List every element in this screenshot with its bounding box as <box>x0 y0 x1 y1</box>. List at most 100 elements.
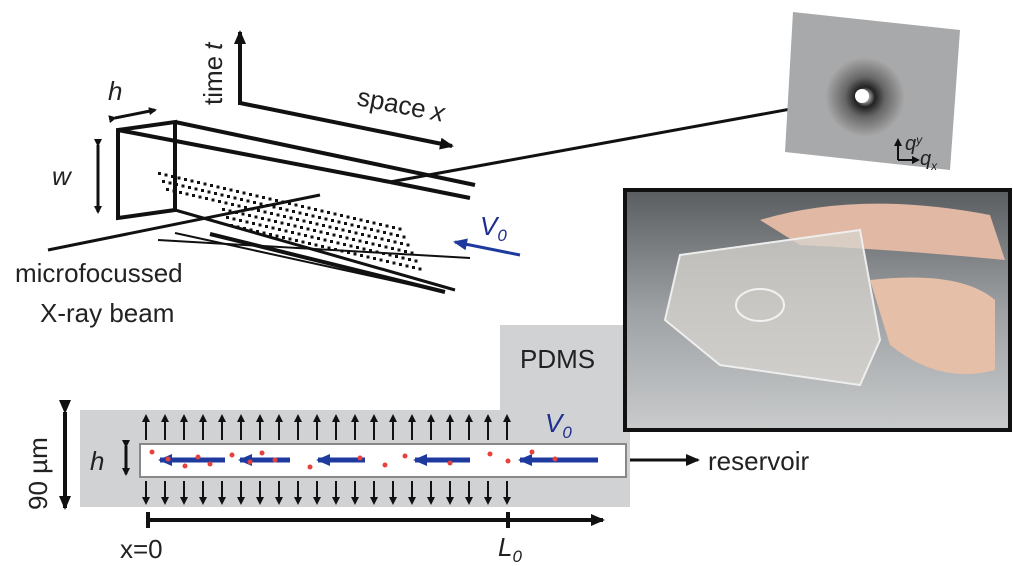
origin-label: x=0 <box>120 534 163 564</box>
particle <box>247 459 253 465</box>
particle <box>357 225 360 228</box>
particle <box>308 242 311 245</box>
qy-sub: y <box>915 133 923 147</box>
particle <box>266 204 269 207</box>
particle <box>529 449 535 455</box>
particle <box>203 182 207 186</box>
particle <box>307 206 311 210</box>
particle <box>197 181 200 184</box>
particle <box>190 179 194 183</box>
particle <box>254 215 258 219</box>
v0-sub: 0 <box>497 226 507 245</box>
particle <box>210 184 213 187</box>
particle <box>384 245 388 249</box>
particle <box>332 233 336 237</box>
beam-line <box>389 94 863 184</box>
beam-label-1: microfocussed <box>15 258 183 288</box>
v0-arrow <box>453 238 521 257</box>
particle <box>314 243 318 247</box>
particle <box>172 189 176 193</box>
particle <box>418 267 422 271</box>
particle <box>282 236 285 239</box>
particle <box>356 246 359 249</box>
particle <box>281 200 285 204</box>
particle <box>353 252 357 256</box>
particle <box>410 251 414 255</box>
qx-main: q <box>920 148 931 170</box>
particle <box>397 248 401 252</box>
particle <box>242 191 246 195</box>
particle <box>249 193 252 196</box>
particle <box>369 249 372 252</box>
time-word: time <box>198 56 228 105</box>
particle <box>233 196 237 200</box>
particle <box>309 221 312 224</box>
v0-bottom-label: V0 <box>545 408 572 442</box>
particle <box>182 463 188 469</box>
particle <box>270 212 273 215</box>
particle <box>365 241 368 244</box>
v0b-sub: 0 <box>562 423 572 442</box>
particle <box>315 222 319 226</box>
v0-label: V0 <box>480 211 507 245</box>
particle <box>246 199 250 203</box>
particle <box>393 240 397 244</box>
particle <box>288 237 292 241</box>
particle <box>361 233 364 236</box>
particle <box>405 264 409 268</box>
particle <box>366 255 370 259</box>
particle <box>218 200 221 203</box>
particle <box>340 214 343 217</box>
particle <box>326 232 329 235</box>
particle <box>404 250 407 253</box>
particle <box>387 239 390 242</box>
particle <box>228 209 232 213</box>
h-label: h <box>108 76 122 106</box>
particle <box>278 228 281 231</box>
particle <box>192 194 195 197</box>
particle <box>292 210 295 213</box>
particle <box>306 227 310 231</box>
particle <box>188 186 191 189</box>
particle <box>311 214 315 218</box>
particle <box>252 222 255 225</box>
flux-arrows <box>142 414 511 505</box>
v0b-main: V <box>545 408 565 438</box>
particle <box>269 233 272 236</box>
particle <box>487 451 493 457</box>
particle <box>158 172 161 175</box>
particle <box>317 237 320 240</box>
particle <box>335 227 338 230</box>
particle <box>301 240 305 244</box>
particle <box>198 195 202 199</box>
w-label: w <box>52 161 73 191</box>
particle <box>350 223 354 227</box>
particle <box>237 204 241 208</box>
particle <box>447 460 453 466</box>
particle <box>224 201 228 205</box>
particle <box>194 187 198 191</box>
particle <box>386 260 389 263</box>
particle <box>374 236 377 239</box>
particle <box>399 263 402 266</box>
particle <box>392 226 395 229</box>
particle <box>349 244 353 248</box>
qx-sub: x <box>930 159 938 173</box>
particle <box>265 225 268 228</box>
particle <box>259 450 265 456</box>
particle <box>207 461 213 467</box>
particle <box>319 230 323 234</box>
particle <box>149 449 155 455</box>
particle <box>223 187 226 190</box>
particle <box>289 216 293 220</box>
particle <box>177 176 181 180</box>
particle <box>354 231 358 235</box>
space-word: space <box>355 81 429 124</box>
particle <box>220 193 224 197</box>
particle <box>370 228 373 231</box>
particle <box>318 216 321 219</box>
particle <box>294 203 298 207</box>
particle <box>378 244 381 247</box>
particle <box>275 234 279 238</box>
particle <box>287 223 290 226</box>
